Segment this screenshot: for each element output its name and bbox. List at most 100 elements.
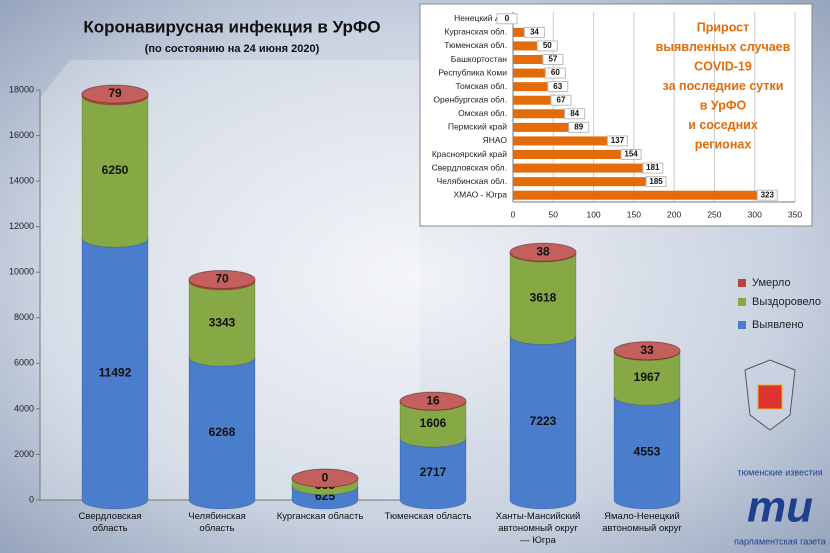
x-tick-label-line: область — [92, 523, 127, 534]
y-tick-label: 6000 — [14, 358, 34, 368]
y-tick-label: Оренбургская обл. — [433, 94, 507, 104]
bar — [513, 109, 581, 119]
inset-title: в УрФО — [700, 98, 747, 112]
legend-label: Выздоровело — [752, 296, 821, 308]
cylinder-top — [399, 391, 467, 411]
value-label: 6268 — [209, 425, 236, 439]
value-label: 3343 — [209, 315, 236, 329]
value-label-box — [544, 67, 566, 79]
x-tick-label-line: Челябинская — [188, 511, 246, 522]
legend-swatch — [738, 321, 746, 329]
value-label: 0 — [322, 470, 329, 484]
x-tick-label: Тюменская область — [385, 511, 472, 522]
x-tick-label-line: автономный округ — [498, 523, 578, 534]
bar — [513, 82, 564, 92]
x-tick-label: 350 — [788, 209, 802, 219]
value-label: 60 — [551, 68, 560, 77]
value-label: 154 — [624, 150, 638, 159]
legend-label: Умерло — [752, 277, 791, 289]
cylinder-top — [291, 468, 359, 488]
bar — [513, 95, 567, 105]
bar — [513, 190, 774, 200]
value-label: 323 — [761, 190, 775, 199]
y-tick-label: Ненецкий АО — [454, 13, 507, 23]
inset-title: Прирост — [697, 20, 749, 34]
value-label: 79 — [108, 86, 122, 100]
value-label-box — [756, 189, 778, 201]
value-label: 16 — [426, 393, 440, 407]
y-tick-label: Красноярский край — [432, 149, 507, 159]
value-label: 0 — [505, 14, 510, 23]
y-tick-label: 16000 — [9, 130, 34, 140]
value-label: 34 — [530, 27, 539, 36]
inset-title: COVID-19 — [694, 59, 752, 73]
y-tick-label: ЯНАО — [483, 135, 508, 145]
y-tick-label: 18000 — [9, 84, 34, 94]
bar — [513, 55, 559, 64]
y-tick-label: Свердловская обл. — [432, 162, 507, 172]
value-label-box — [496, 13, 518, 25]
x-tick-label: Свердловская область — [78, 511, 141, 534]
value-label-box — [536, 40, 558, 52]
brand-logo: ти — [747, 483, 813, 532]
x-tick-label: 100 — [586, 209, 600, 219]
value-label: 57 — [548, 55, 557, 64]
value-label: 70 — [215, 272, 229, 286]
y-tick-label: 0 — [29, 494, 34, 504]
bar — [513, 150, 638, 159]
x-tick-label: 150 — [627, 209, 641, 219]
bar — [513, 68, 562, 78]
x-tick-label-line: Свердловская — [78, 511, 141, 522]
value-label: 1606 — [420, 416, 447, 430]
x-tick-label-line: область — [199, 523, 234, 534]
value-label: 89 — [574, 122, 583, 131]
y-tick-label: Пермский край — [448, 122, 507, 132]
value-label-box — [645, 176, 667, 188]
x-tick-label-line: автономный округ — [602, 523, 682, 534]
inset-title: регионах — [695, 137, 752, 151]
value-label-box — [547, 81, 569, 93]
value-label: 33 — [640, 343, 654, 357]
x-tick-label-line: Ханты-Мансийский — [496, 511, 581, 522]
bar — [513, 136, 624, 146]
value-label: 50 — [543, 41, 552, 50]
y-tick-label: Томская обл. — [456, 81, 507, 91]
value-label: 1967 — [634, 370, 661, 384]
bar — [513, 177, 663, 187]
value-label: 2717 — [420, 465, 447, 479]
value-label: 181 — [646, 163, 660, 172]
cylinder-top — [509, 242, 577, 262]
x-tick-label: Челябинская область — [188, 511, 246, 534]
cylinder-top — [81, 84, 149, 104]
cylinder-top — [613, 341, 681, 361]
value-label: 3618 — [530, 290, 557, 304]
value-label: 4553 — [634, 444, 661, 458]
legend-swatch — [738, 279, 746, 287]
value-label: 137 — [611, 136, 625, 145]
value-label-box — [606, 135, 628, 147]
emblem — [744, 359, 796, 431]
y-tick-label: Башкортостан — [451, 54, 508, 64]
x-tick-label-line: Курганская область — [277, 511, 364, 522]
value-label: 67 — [557, 95, 566, 104]
value-label: 6250 — [102, 163, 129, 177]
emblem-cross — [757, 384, 783, 410]
inset-title: и соседних — [688, 118, 758, 132]
value-label-box — [568, 121, 590, 133]
value-label-box — [523, 26, 545, 38]
x-tick-label-line: — Югра — [520, 535, 556, 546]
y-tick-label: 10000 — [9, 267, 34, 277]
y-tick-label: Тюменская обл. — [444, 40, 507, 50]
x-tick-label: 300 — [748, 209, 762, 219]
value-label: 11492 — [99, 365, 132, 379]
value-label-box — [642, 162, 664, 174]
value-label: 7223 — [530, 414, 557, 428]
y-tick-label: 14000 — [9, 175, 34, 185]
inset-panel — [419, 3, 813, 227]
value-label-box — [550, 94, 572, 106]
x-tick-label: Ямало-Ненецкий автономный округ — [602, 511, 682, 534]
value-label: 63 — [553, 82, 562, 91]
y-tick-label: 2000 — [14, 449, 34, 459]
brand-bottom: парламентская газета — [734, 536, 826, 546]
